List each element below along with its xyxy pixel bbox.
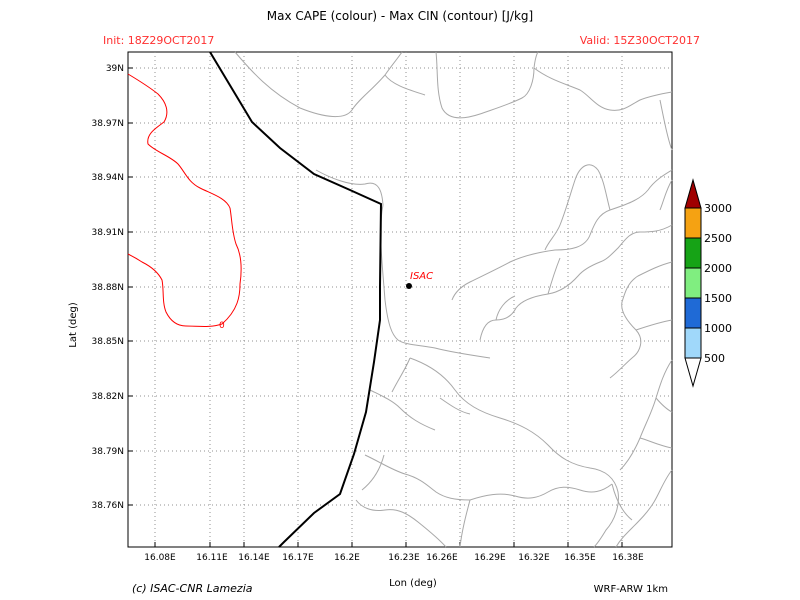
cape-legend xyxy=(684,178,702,388)
cin-contour-line xyxy=(127,73,242,327)
border-lines xyxy=(234,51,673,548)
legend-label: 3000 xyxy=(704,202,732,215)
legend-label: 1000 xyxy=(704,322,732,335)
y-axis-label: Lat (deg) xyxy=(68,302,79,348)
lat-tick-label: 38.97N xyxy=(92,119,125,129)
legend-label: 2000 xyxy=(704,262,732,275)
legend-label: 2500 xyxy=(704,232,732,245)
lat-tick-label: 38.94N xyxy=(92,173,125,183)
lon-tick-label: 16.23E xyxy=(388,553,420,563)
lat-tick-label: 38.79N xyxy=(92,447,125,457)
lon-tick-label: 16.2E xyxy=(334,553,360,563)
map-title: Max CAPE (colour) - Max CIN (contour) [J… xyxy=(267,9,533,23)
legend-swatch xyxy=(684,207,702,239)
lon-tick-label: 16.32E xyxy=(518,553,550,563)
lat-tick-label: 39N xyxy=(106,64,124,74)
lat-tick-label: 38.76N xyxy=(92,501,125,511)
init-time: Init: 18Z29OCT2017 xyxy=(103,34,214,47)
axis-ticks xyxy=(128,67,623,547)
x-axis-label: Lon (deg) xyxy=(389,578,437,589)
legend-label: 1500 xyxy=(704,292,732,305)
lon-tick-label: 16.14E xyxy=(238,553,270,563)
lon-tick-label: 16.35E xyxy=(564,553,596,563)
cin-contour-label: 0 xyxy=(219,321,225,331)
station-marker xyxy=(406,283,412,289)
lon-tick-label: 16.29E xyxy=(474,553,506,563)
legend-swatch xyxy=(684,267,702,299)
legend-labels: 3000 2500 2000 1500 1000 500 xyxy=(704,202,732,365)
plot-frame xyxy=(127,51,673,548)
lat-tick-labels: 39N 38.97N 38.94N 38.91N 38.88N 38.85N 3… xyxy=(92,64,125,511)
coastline xyxy=(209,51,383,548)
legend-above-triangle xyxy=(684,178,702,209)
lon-tick-labels: 16.08E 16.11E 16.14E 16.17E 16.2E 16.23E… xyxy=(144,553,644,563)
lat-tick-label: 38.91N xyxy=(92,228,125,238)
credit-text: (c) ISAC-CNR Lamezia xyxy=(132,582,253,595)
legend-below-triangle xyxy=(684,357,702,388)
lon-tick-label: 16.38E xyxy=(612,553,644,563)
valid-time: Valid: 15Z30OCT2017 xyxy=(580,34,700,47)
model-text: WRF-ARW 1km xyxy=(594,584,668,595)
lon-tick-label: 16.08E xyxy=(144,553,176,563)
legend-swatch xyxy=(684,237,702,269)
legend-label: 500 xyxy=(704,352,725,365)
lon-tick-label: 16.17E xyxy=(282,553,314,563)
lat-tick-label: 38.82N xyxy=(92,392,125,402)
lat-tick-label: 38.85N xyxy=(92,337,125,347)
station-label: ISAC xyxy=(410,271,433,282)
legend-swatch xyxy=(684,327,702,359)
legend-swatch xyxy=(684,297,702,329)
lon-tick-label: 16.26E xyxy=(426,553,458,563)
lon-tick-label: 16.11E xyxy=(196,553,228,563)
lat-tick-label: 38.88N xyxy=(92,283,125,293)
